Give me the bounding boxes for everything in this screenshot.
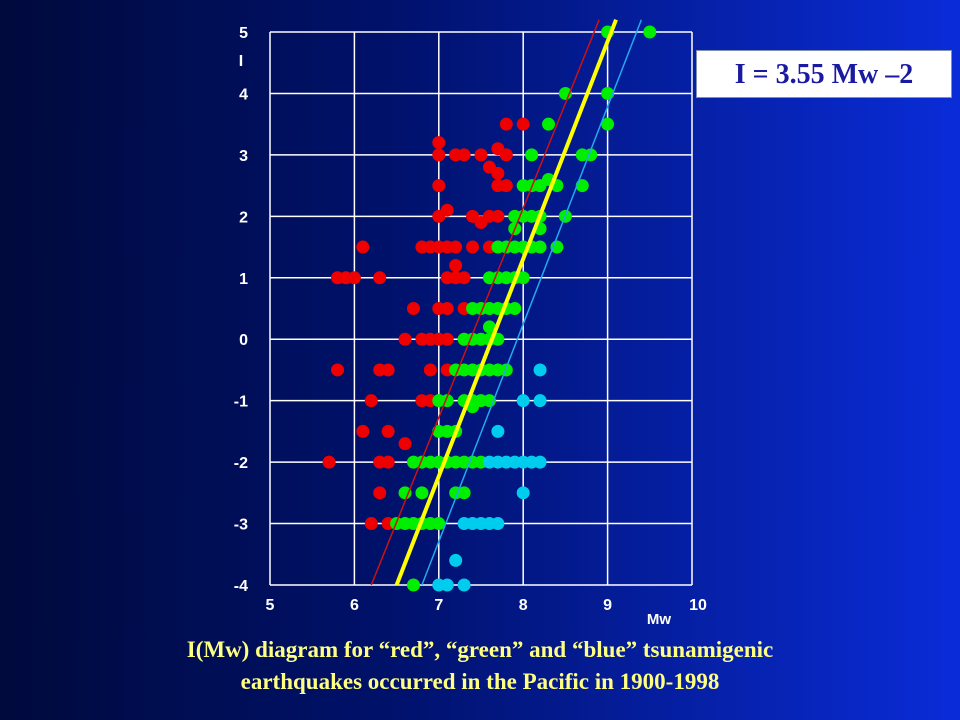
green-point <box>643 25 657 39</box>
blue-point <box>516 394 530 408</box>
caption-line-2: earthquakes occurred in the Pacific in 1… <box>240 669 720 694</box>
x-tick-label: 9 <box>603 597 612 614</box>
red-point <box>516 117 530 131</box>
green-point <box>398 486 412 500</box>
red-point <box>491 209 505 223</box>
red-point <box>364 517 378 531</box>
red-point <box>432 179 446 193</box>
green-point <box>432 517 446 531</box>
red-point <box>457 271 471 285</box>
green-point <box>525 148 539 162</box>
green-point <box>406 578 420 592</box>
blue-point <box>457 578 471 592</box>
green-point <box>542 117 556 131</box>
red-point <box>331 363 345 377</box>
red-point <box>322 455 336 469</box>
y-tick-label: 3 <box>239 148 248 165</box>
blue-point <box>440 578 454 592</box>
caption-line-1: I(Mw) diagram for “red”, “green” and “bl… <box>186 637 774 662</box>
formula-box: I = 3.55 Mw –2 <box>696 50 952 98</box>
red-point <box>381 363 395 377</box>
red-point <box>356 424 370 438</box>
red-point <box>466 240 480 254</box>
regression-lines <box>370 18 643 586</box>
y-tick-label: 4 <box>239 86 248 103</box>
x-tick-label: 6 <box>350 597 359 614</box>
x-axis-title: Mw <box>647 611 671 628</box>
green-point <box>482 320 496 334</box>
green-point <box>466 400 480 414</box>
red-point <box>381 424 395 438</box>
lower-line <box>421 19 643 586</box>
y-tick-label: -2 <box>234 455 248 472</box>
y-tick-label: 5 <box>239 25 248 42</box>
green-point <box>601 117 615 131</box>
red-point <box>432 148 446 162</box>
y-tick-label: -4 <box>234 578 248 595</box>
x-tick-label: 8 <box>519 597 528 614</box>
red-point <box>356 240 370 254</box>
green-point <box>415 486 429 500</box>
blue-point <box>491 517 505 531</box>
x-tick-label: 10 <box>689 597 707 614</box>
red-point <box>373 271 387 285</box>
red-point <box>499 179 513 193</box>
green-point <box>457 486 471 500</box>
red-point <box>474 148 488 162</box>
red-point <box>440 332 454 346</box>
red-point <box>491 142 505 156</box>
red-point <box>491 166 505 180</box>
red-point <box>398 332 412 346</box>
red-point <box>406 302 420 315</box>
blue-point <box>491 424 505 438</box>
red-point <box>373 486 387 500</box>
green-point <box>508 302 522 315</box>
blue-point <box>533 455 547 469</box>
green-point <box>533 240 547 254</box>
red-point <box>440 203 454 217</box>
red-point <box>449 258 463 272</box>
caption: I(Mw) diagram for “red”, “green” and “bl… <box>0 634 960 698</box>
upper-line <box>370 19 600 586</box>
formula-text: I = 3.55 Mw –2 <box>734 59 914 90</box>
y-tick-label: -1 <box>234 394 248 411</box>
red-point <box>381 455 395 469</box>
red-point <box>398 437 412 451</box>
red-point <box>457 148 471 162</box>
red-point <box>440 302 454 315</box>
green-point <box>499 363 513 377</box>
blue-point <box>533 394 547 408</box>
y-axis-title: I <box>239 53 243 70</box>
green-point <box>575 179 589 193</box>
x-tick-label: 5 <box>266 597 275 614</box>
x-tick-label: 7 <box>434 597 443 614</box>
red-point <box>347 271 361 285</box>
red-point <box>423 363 437 377</box>
fit-line <box>394 18 618 586</box>
red-point <box>449 240 463 254</box>
red-point <box>364 394 378 408</box>
axis-labels: -4 -3 -2 -1 0 1 2 3 4 5 5 6 7 8 9 10 I Mw <box>234 25 707 628</box>
blue-point <box>533 363 547 377</box>
green-point <box>516 271 530 285</box>
y-tick-label: -3 <box>234 517 248 534</box>
y-tick-label: 0 <box>239 332 248 349</box>
y-tick-label: 1 <box>239 271 248 288</box>
blue-point <box>516 486 530 500</box>
red-point <box>499 117 513 131</box>
red-point <box>432 136 446 150</box>
y-tick-label: 2 <box>239 209 248 226</box>
blue-point <box>449 553 463 567</box>
